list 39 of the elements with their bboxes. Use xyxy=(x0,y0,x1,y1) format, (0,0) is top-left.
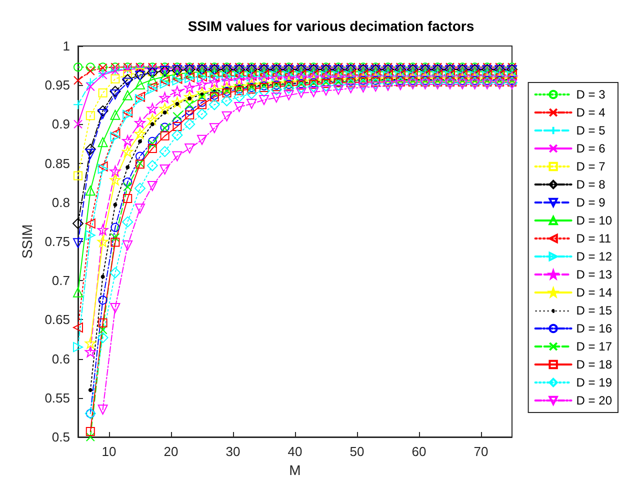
legend-label: D = 19 xyxy=(576,376,612,390)
legend-label: D = 14 xyxy=(576,286,612,300)
y-axis-title: SSIM xyxy=(18,224,35,259)
legend-label: D = 5 xyxy=(576,124,606,138)
legend-label: D = 13 xyxy=(576,268,612,282)
y-tick-label: 0.55 xyxy=(44,390,70,406)
legend-label: D = 18 xyxy=(576,358,612,372)
legend-label: D = 3 xyxy=(576,88,606,102)
legend-label: D = 16 xyxy=(576,322,612,336)
y-tick-label: 0.85 xyxy=(44,156,70,171)
x-tick-label: 30 xyxy=(226,444,240,459)
y-tick-label: 0.95 xyxy=(44,78,70,93)
chart-title: SSIM values for various decimation factors xyxy=(188,18,474,34)
legend-label: D = 7 xyxy=(576,160,606,174)
y-tick-label: 0.5 xyxy=(52,430,70,444)
legend-label: D = 17 xyxy=(576,340,612,354)
legend-label: D = 15 xyxy=(576,304,612,318)
x-tick-label: 10 xyxy=(102,444,116,459)
legend-label: D = 10 xyxy=(576,214,612,228)
x-tick-label: 50 xyxy=(350,444,364,459)
legend-label: D = 6 xyxy=(576,142,606,156)
x-axis-title: M xyxy=(289,462,301,478)
legend-label: D = 11 xyxy=(576,232,612,246)
x-tick-label: 60 xyxy=(412,444,426,459)
legend-label: D = 4 xyxy=(576,106,606,120)
y-tick-label: 0.6 xyxy=(52,351,70,366)
legend-label: D = 12 xyxy=(576,250,612,264)
x-tick-label: 20 xyxy=(164,444,178,459)
y-tick-label: 0.7 xyxy=(52,273,70,288)
y-tick-label: 0.65 xyxy=(44,312,70,328)
legend-label: D = 20 xyxy=(576,394,612,408)
y-tick-label: 0.75 xyxy=(44,234,70,249)
x-tick-label: 40 xyxy=(288,444,302,459)
legend-label: D = 8 xyxy=(576,178,606,192)
legend-label: D = 9 xyxy=(576,196,606,210)
y-tick-label: 0.8 xyxy=(52,194,70,210)
x-tick-label: 70 xyxy=(474,444,488,459)
y-tick-label: 1 xyxy=(62,38,70,54)
y-tick-label: 0.9 xyxy=(52,116,70,132)
